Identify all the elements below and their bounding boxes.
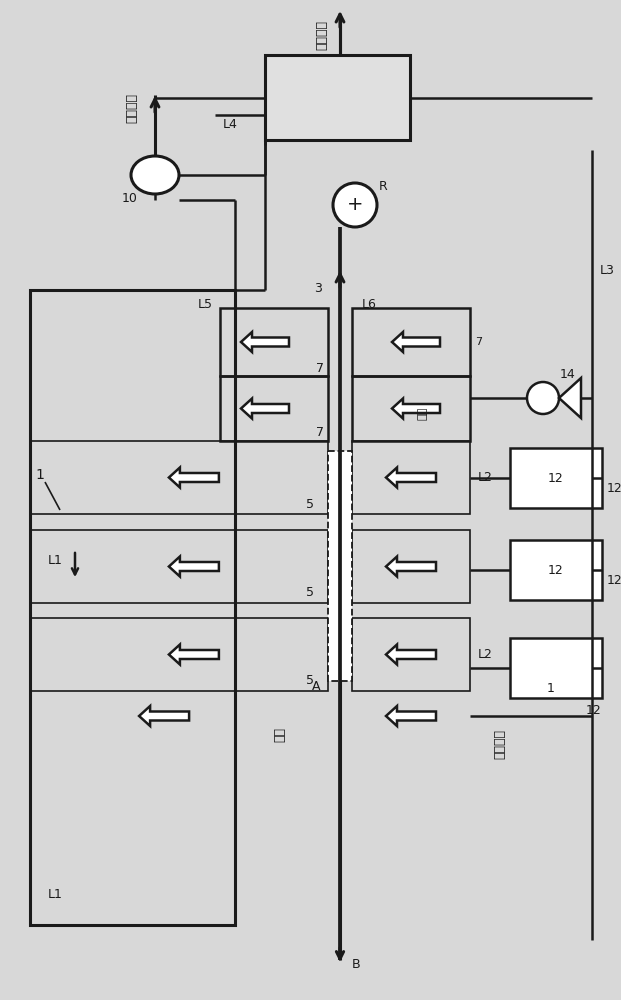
Polygon shape (559, 378, 581, 418)
Bar (510, 540, 602, 600)
Polygon shape (386, 468, 436, 488)
Text: 7: 7 (316, 426, 324, 440)
Text: 12: 12 (548, 472, 564, 485)
Text: 10: 10 (122, 192, 138, 205)
Polygon shape (386, 645, 436, 664)
Text: L2: L2 (478, 471, 493, 484)
Bar (510, 638, 602, 698)
Text: L6: L6 (362, 298, 377, 312)
Text: 12: 12 (548, 564, 564, 576)
Text: L1: L1 (48, 888, 63, 902)
Text: 廢氣: 廢氣 (273, 726, 286, 742)
Bar (220, 308, 328, 376)
Text: 7: 7 (316, 361, 324, 374)
Text: R: R (379, 180, 388, 194)
Bar (265, 55, 410, 140)
Polygon shape (241, 332, 289, 352)
Bar (352, 618, 470, 691)
Bar (352, 308, 470, 376)
Text: 1: 1 (35, 468, 44, 482)
Text: 惰性氣體: 惰性氣體 (125, 93, 138, 123)
Ellipse shape (131, 156, 179, 194)
Polygon shape (169, 468, 219, 488)
Bar (30, 530, 328, 603)
Text: 回收溶劑: 回收溶劑 (315, 20, 328, 50)
Bar (30, 618, 328, 691)
Polygon shape (386, 556, 436, 576)
Bar (352, 530, 470, 603)
Text: L5: L5 (197, 298, 212, 312)
Bar (328, 451, 352, 681)
Text: 12: 12 (607, 574, 621, 586)
Bar (510, 448, 602, 508)
Text: 14: 14 (560, 367, 576, 380)
Polygon shape (169, 556, 219, 576)
Text: 1: 1 (547, 682, 555, 694)
Bar (30, 290, 235, 925)
Text: 5: 5 (306, 497, 314, 510)
Polygon shape (169, 645, 219, 664)
Text: 空氣: 空氣 (418, 407, 428, 420)
Polygon shape (392, 398, 440, 418)
Text: 12: 12 (607, 482, 621, 494)
Text: 12: 12 (586, 704, 602, 716)
Polygon shape (386, 706, 436, 726)
Text: 3: 3 (314, 282, 322, 294)
Text: 7: 7 (475, 337, 482, 347)
Bar (30, 441, 328, 514)
Text: 5: 5 (306, 674, 314, 688)
Text: L3: L3 (600, 263, 615, 276)
Circle shape (527, 382, 559, 414)
Bar (352, 376, 470, 441)
Circle shape (333, 183, 377, 227)
Text: L2: L2 (478, 648, 493, 661)
Text: B: B (352, 958, 361, 972)
Text: A: A (312, 680, 320, 692)
Polygon shape (139, 706, 189, 726)
Bar (220, 376, 328, 441)
Bar (352, 441, 470, 514)
Text: 惰性氣體: 惰性氣體 (494, 729, 507, 759)
Polygon shape (241, 398, 289, 418)
Text: L4: L4 (222, 118, 237, 131)
Text: L1: L1 (48, 554, 63, 566)
Text: 5: 5 (306, 586, 314, 599)
Polygon shape (392, 332, 440, 352)
Text: +: + (347, 196, 363, 215)
